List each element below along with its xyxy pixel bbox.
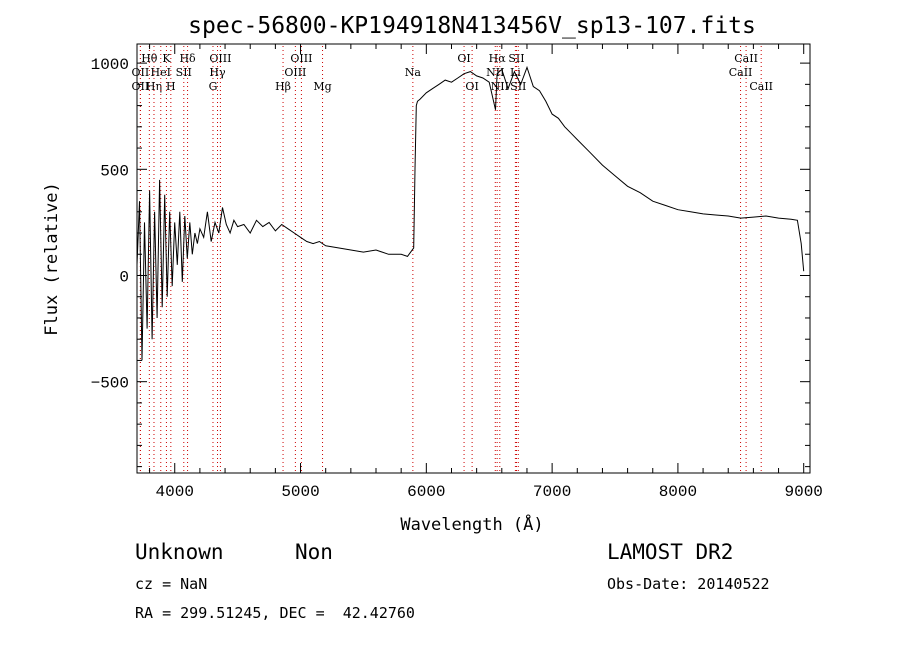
y-tick-label: −500 — [91, 375, 129, 393]
x-tick-label: 8000 — [659, 483, 697, 501]
line-label: Hη — [146, 80, 162, 93]
x-axis-label: Wavelength (Å) — [400, 513, 543, 535]
line-label: Hδ — [179, 52, 196, 65]
line-label: H — [166, 80, 176, 93]
line-label: Hβ — [275, 80, 291, 93]
line-label: CaII — [734, 52, 758, 65]
x-tick-label: 5000 — [281, 483, 319, 501]
x-tick-label: 9000 — [785, 483, 823, 501]
line-label: CaII — [749, 80, 773, 93]
line-label: Hα — [489, 52, 507, 65]
y-tick-label: 1000 — [91, 56, 129, 74]
line-label: Hγ — [209, 66, 226, 79]
line-label: K — [162, 52, 171, 65]
line-label: NII — [486, 66, 504, 79]
x-tick-label: 4000 — [156, 483, 194, 501]
line-label: OI — [457, 52, 470, 65]
y-tick-label: 0 — [119, 268, 129, 286]
y-axis-label: Flux (relative) — [42, 182, 62, 336]
line-label: OI — [465, 80, 478, 93]
line-label: OIII — [284, 66, 306, 79]
cz-readout: cz = NaN — [135, 575, 208, 593]
spectrum-line — [136, 65, 805, 361]
plot-frame — [136, 43, 811, 474]
x-tick-label: 7000 — [533, 483, 571, 501]
line-label: Li — [510, 66, 521, 79]
line-label: SII — [510, 80, 526, 93]
obs-date-label: Obs-Date: 20140522 — [607, 575, 770, 593]
y-tick-label: 500 — [100, 162, 129, 180]
line-label: Hθ — [141, 52, 158, 65]
line-label: OIII — [290, 52, 312, 65]
line-label: Mg — [313, 80, 331, 93]
coords-readout: RA = 299.51245, DEC = 42.42760 — [135, 604, 415, 622]
x-tick-label: 6000 — [407, 483, 445, 501]
line-label: Na — [405, 66, 422, 79]
line-label: OII — [132, 66, 150, 79]
chart-title: spec-56800-KP194918N413456V_sp13-107.fit… — [188, 13, 756, 39]
line-label: OIII — [209, 52, 231, 65]
subclass-label: Non — [295, 540, 333, 564]
line-label: HeI — [151, 66, 171, 79]
line-label: SII — [176, 66, 192, 79]
survey-label: LAMOST DR2 — [607, 540, 734, 564]
line-label: NII — [491, 80, 509, 93]
class-label: Unknown — [135, 540, 224, 564]
line-label: G — [209, 80, 218, 93]
line-label: SII — [508, 52, 524, 65]
line-label: CaII — [729, 66, 753, 79]
